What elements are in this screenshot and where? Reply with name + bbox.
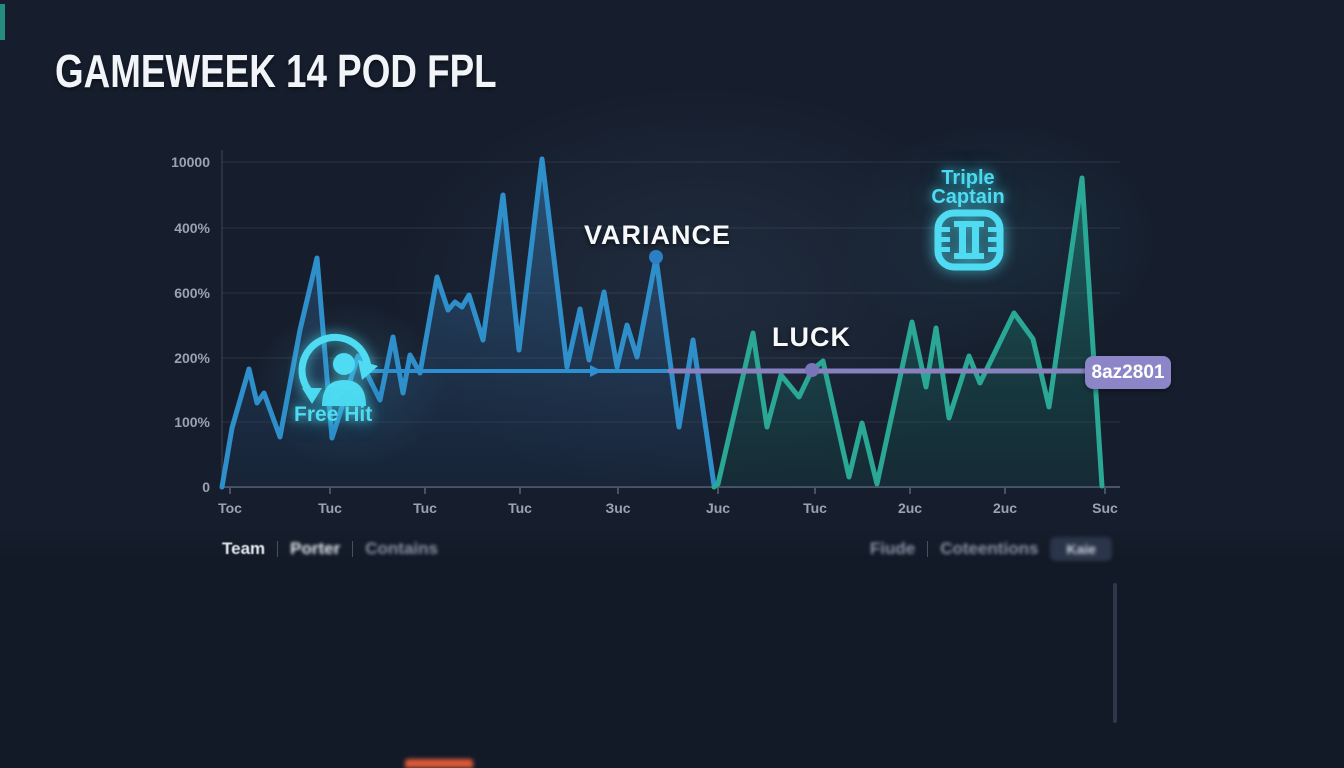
variance-label: VARIANCE [584, 220, 732, 250]
x-axis-label: Tuc [508, 500, 532, 516]
x-axis-label: Juc [706, 500, 730, 516]
luck-line [711, 175, 1105, 490]
x-axis-label: 2uc [993, 500, 1017, 516]
reference-line-arrow-icon [590, 365, 602, 377]
triple-captain-chip-icon [934, 209, 1004, 271]
tab-separator [352, 541, 354, 557]
x-axis-label: 2uc [898, 500, 922, 516]
luck-point [805, 363, 819, 377]
roster-tab-team[interactable]: Team [222, 539, 266, 558]
x-axis-label: Tuc [318, 500, 342, 516]
x-axis-label: Tuc [413, 500, 437, 516]
tab-separator [277, 541, 279, 557]
roster-scrollbar[interactable] [1113, 583, 1117, 723]
roster-tab-porter[interactable]: Porter [290, 539, 341, 558]
roster-tabs-right: Fiude Coteentions Kaie [870, 535, 1112, 563]
variance-area [222, 159, 714, 487]
y-axis-label: 200% [174, 350, 210, 366]
fpl-variance-luck-chart: 10000 400% 600% 200% 100% 0 Toc Tuc Tuc Tuc Зuc Juc… [171, 150, 1161, 516]
y-axis-label: 0 [202, 479, 210, 495]
luck-label: LUCK [772, 322, 851, 352]
variance-line [219, 156, 717, 490]
x-axis-label: Tuc [803, 500, 827, 516]
page-title: GAMEWEEK 14 POD FPL [55, 45, 497, 97]
reference-line [361, 250, 1161, 377]
y-axis-label: 600% [174, 285, 210, 301]
triple-captain-line1: Triple [941, 167, 995, 189]
free-hit-label: Free Hit [294, 403, 373, 426]
triple-captain-line2: Captain [931, 186, 1005, 208]
roster-tab-fiude[interactable]: Fiude [869, 539, 916, 558]
x-axis-label: Зuc [605, 500, 630, 516]
roster-tab-coteentions[interactable]: Coteentions [940, 539, 1039, 558]
luck-area [714, 178, 1102, 487]
x-axis-label: Suc [1092, 500, 1118, 516]
axis-labels: 10000 400% 600% 200% 100% 0 Toc Tuc Tuc Tuc Зuc Juc… [171, 154, 1118, 516]
roster-section: Team Porter Contains Fiude Coteentions Kaie… [0, 524, 1344, 768]
reference-value-badge: 8az2801 [1085, 356, 1171, 389]
y-axis-label: 400% [174, 220, 210, 236]
triple-captain-label: Triple Captain [908, 167, 1028, 208]
free-hit-icon [298, 333, 378, 406]
y-axis-label: 100% [174, 414, 210, 430]
tab-separator [927, 541, 929, 557]
y-axis-label: 10000 [171, 154, 210, 170]
roster-tabs-left: Team Porter Contains [222, 539, 438, 559]
selection-indicator-bar [405, 759, 473, 768]
roster-action-button[interactable]: Kaie [1050, 537, 1112, 561]
x-axis-label: Toc [218, 500, 242, 516]
roster-tab-contains[interactable]: Contains [365, 539, 438, 558]
roster-header: Team Porter Contains Fiude Coteentions Kaie [222, 535, 1112, 563]
edge-artifact [0, 4, 5, 40]
variance-point [649, 250, 663, 264]
